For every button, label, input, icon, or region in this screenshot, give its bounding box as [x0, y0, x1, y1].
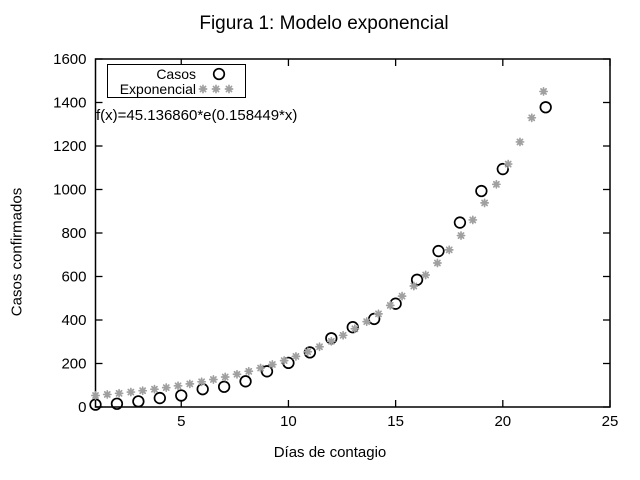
asterisk-marker-icon: [198, 84, 208, 93]
x-tick-label: 5: [177, 413, 185, 430]
data-point-exponencial: [409, 281, 419, 291]
data-point-casos: [432, 244, 445, 258]
data-point-exponencial: [503, 159, 513, 169]
y-tick-label: 400: [61, 312, 86, 329]
data-point-exponencial: [279, 356, 289, 366]
data-point-exponencial: [480, 198, 490, 208]
data-point-exponencial: [102, 390, 112, 399]
data-point-exponencial: [491, 179, 501, 189]
data-point-casos: [282, 356, 295, 369]
data-point-casos: [175, 389, 188, 402]
asterisk-marker-icon: [198, 84, 234, 93]
data-point-exponencial: [197, 377, 207, 387]
data-point-exponencial: [303, 347, 313, 357]
y-tick-label: 0: [78, 399, 86, 416]
y-tick-label: 800: [61, 225, 86, 242]
data-point-casos: [239, 375, 252, 388]
data-point-exponencial: [91, 391, 100, 400]
data-point-exponencial: [138, 386, 148, 396]
y-tick-label: 1400: [53, 95, 86, 112]
data-point-exponencial: [527, 113, 537, 123]
data-point-exponencial: [291, 351, 301, 361]
data-point-exponencial: [374, 309, 383, 319]
data-point-casos: [110, 397, 124, 410]
page-title: Figura 1: Modelo exponencial: [199, 13, 449, 34]
y-tick-label: 1000: [53, 182, 86, 199]
x-tick-label: 15: [387, 413, 404, 430]
data-point-exponencial: [267, 360, 277, 369]
data-point-casos: [153, 391, 166, 405]
data-point-exponencial: [208, 375, 218, 384]
data-point-casos: [496, 162, 509, 176]
asterisk-marker-icon: [224, 84, 234, 93]
data-point-casos: [260, 365, 274, 378]
circle-marker-icon: [212, 67, 226, 80]
data-point-exponencial: [244, 366, 254, 376]
data-point-casos: [346, 321, 359, 334]
x-axis-label: Días de contagio: [273, 444, 387, 461]
legend: Casos Exponencial: [107, 64, 246, 98]
data-point-casos: [410, 273, 424, 286]
data-point-exponencial: [220, 372, 230, 382]
data-point-exponencial: [126, 387, 136, 397]
data-point-exponencial: [432, 258, 442, 268]
data-point-exponencial: [150, 384, 159, 394]
data-point-casos: [196, 383, 209, 396]
data-point-casos: [453, 216, 467, 229]
data-point-casos: [475, 184, 488, 198]
data-point-exponencial: [539, 87, 548, 96]
data-point-exponencial: [421, 270, 431, 280]
data-point-casos: [132, 395, 145, 408]
data-point-exponencial: [456, 231, 466, 240]
data-point-exponencial: [515, 137, 525, 147]
legend-item-casos: Casos: [108, 67, 245, 81]
data-point-exponencial: [468, 215, 478, 225]
data-point-exponencial: [161, 383, 171, 393]
data-point-exponencial: [114, 388, 124, 398]
x-tick-label: 20: [494, 413, 511, 430]
x-tick-label: 25: [602, 413, 619, 430]
fit-equation: f(x)=45.136860*e(0.158449*x): [96, 107, 298, 124]
data-point-casos: [217, 380, 231, 393]
y-tick-label: 600: [61, 269, 86, 286]
legend-item-exponencial: Exponencial: [108, 82, 245, 96]
y-tick-label: 200: [61, 356, 86, 373]
y-axis-label: Casos confirmados: [8, 187, 26, 317]
data-point-exponencial: [385, 300, 395, 310]
legend-label-casos: Casos: [156, 65, 196, 82]
data-point-exponencial: [315, 342, 324, 352]
y-tick-label: 1200: [53, 138, 86, 155]
y-tick-label: 1600: [53, 51, 86, 68]
data-point-exponencial: [232, 369, 242, 379]
data-point-exponencial: [256, 363, 266, 373]
data-point-exponencial: [397, 291, 407, 301]
data-point-exponencial: [350, 324, 360, 334]
data-point-exponencial: [338, 330, 348, 340]
circle-marker-icon: [212, 67, 226, 80]
data-point-casos: [539, 101, 552, 114]
asterisk-marker-icon: [211, 84, 221, 93]
data-point-exponencial: [173, 381, 183, 391]
data-point-exponencial: [444, 245, 454, 255]
data-point-exponencial: [362, 317, 372, 327]
legend-label-exponencial: Exponencial: [119, 80, 196, 97]
data-point-exponencial: [326, 336, 336, 346]
x-tick-label: 10: [280, 413, 297, 430]
data-point-exponencial: [185, 379, 195, 389]
